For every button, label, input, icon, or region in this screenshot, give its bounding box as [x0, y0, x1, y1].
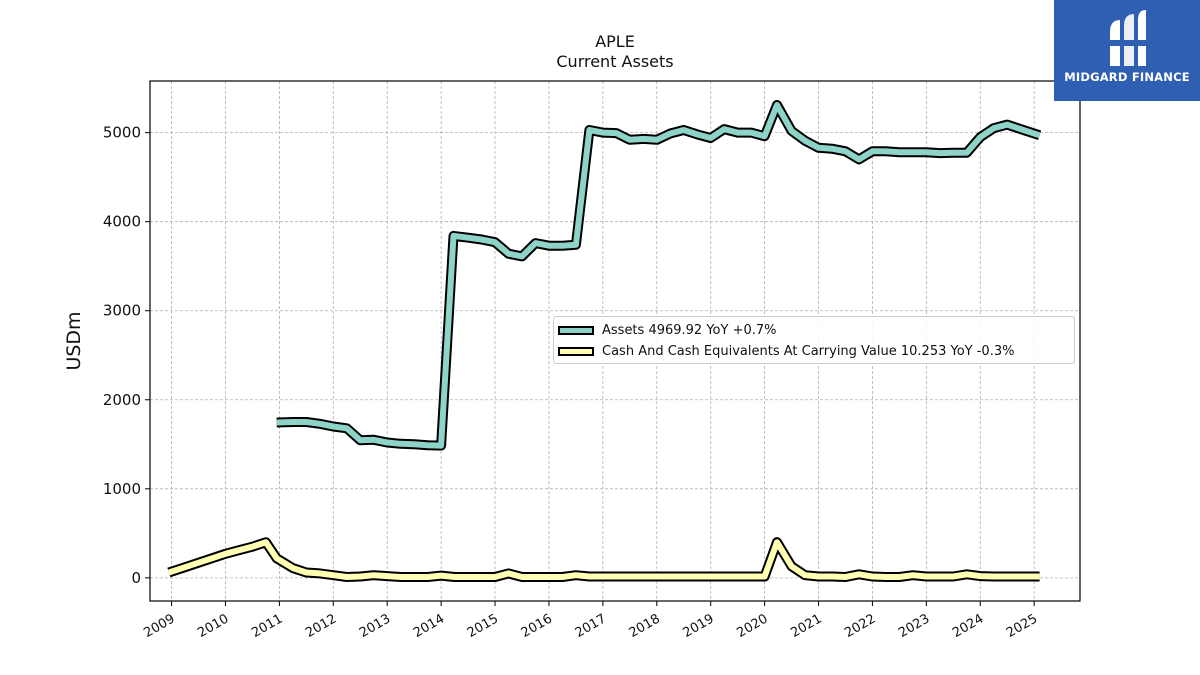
y-tick-label: 0	[131, 569, 141, 587]
x-tick-label: 2019	[681, 611, 717, 641]
x-tick-label: 2020	[734, 611, 770, 641]
y-tick-label: 1000	[103, 480, 141, 498]
x-tick-label: 2025	[1004, 611, 1040, 641]
brand-logo: MIDGARD FINANCE	[1054, 0, 1200, 101]
y-axis-label: USDm	[63, 311, 85, 370]
y-tick-label: 4000	[103, 213, 141, 231]
x-tick-label: 2012	[303, 611, 339, 641]
legend: Assets 4969.92 YoY +0.7% Cash And Cash E…	[553, 316, 1075, 364]
chart-title: APLE	[595, 32, 635, 51]
x-tick-label: 2023	[896, 611, 932, 641]
legend-item-assets: Assets 4969.92 YoY +0.7%	[558, 321, 777, 339]
x-axis: 2009 2010 2011 2012 2013 2014 2015 2016 2017 2018…	[141, 601, 1040, 641]
x-tick-label: 2017	[573, 611, 609, 641]
y-axis: 0 1000 2000 3000 4000 5000	[103, 124, 150, 587]
y-tick-label: 5000	[103, 124, 141, 142]
legend-label-cash: Cash And Cash Equivalents At Carrying Va…	[602, 343, 1015, 359]
chart-subtitle: Current Assets	[556, 52, 674, 71]
plot-frame	[149, 80, 1081, 602]
x-tick-label: 2024	[950, 611, 986, 641]
series-line-1	[167, 539, 1040, 580]
x-tick-label: 2011	[249, 611, 285, 641]
series-lines	[167, 100, 1042, 582]
series-outline-0	[276, 100, 1042, 451]
series-line-0	[276, 102, 1041, 449]
x-tick-label: 2010	[195, 611, 231, 641]
legend-swatch-assets	[558, 325, 594, 335]
legend-item-cash: Cash And Cash Equivalents At Carrying Va…	[558, 342, 1014, 360]
y-tick-label: 2000	[103, 391, 141, 409]
x-tick-label: 2015	[465, 611, 501, 641]
logo-mark-icon	[1108, 10, 1148, 66]
x-tick-label: 2022	[842, 611, 878, 641]
x-tick-label: 2016	[519, 611, 555, 641]
x-tick-label: 2013	[357, 611, 393, 641]
x-tick-label: 2014	[411, 611, 447, 641]
x-tick-label: 2021	[788, 611, 824, 641]
legend-label-assets: Assets 4969.92 YoY +0.7%	[602, 322, 777, 338]
x-tick-label: 2018	[627, 611, 663, 641]
logo-text: MIDGARD FINANCE	[1064, 70, 1190, 84]
x-tick-label: 2009	[141, 611, 177, 641]
legend-swatch-cash	[558, 346, 594, 356]
y-tick-label: 3000	[103, 302, 141, 320]
